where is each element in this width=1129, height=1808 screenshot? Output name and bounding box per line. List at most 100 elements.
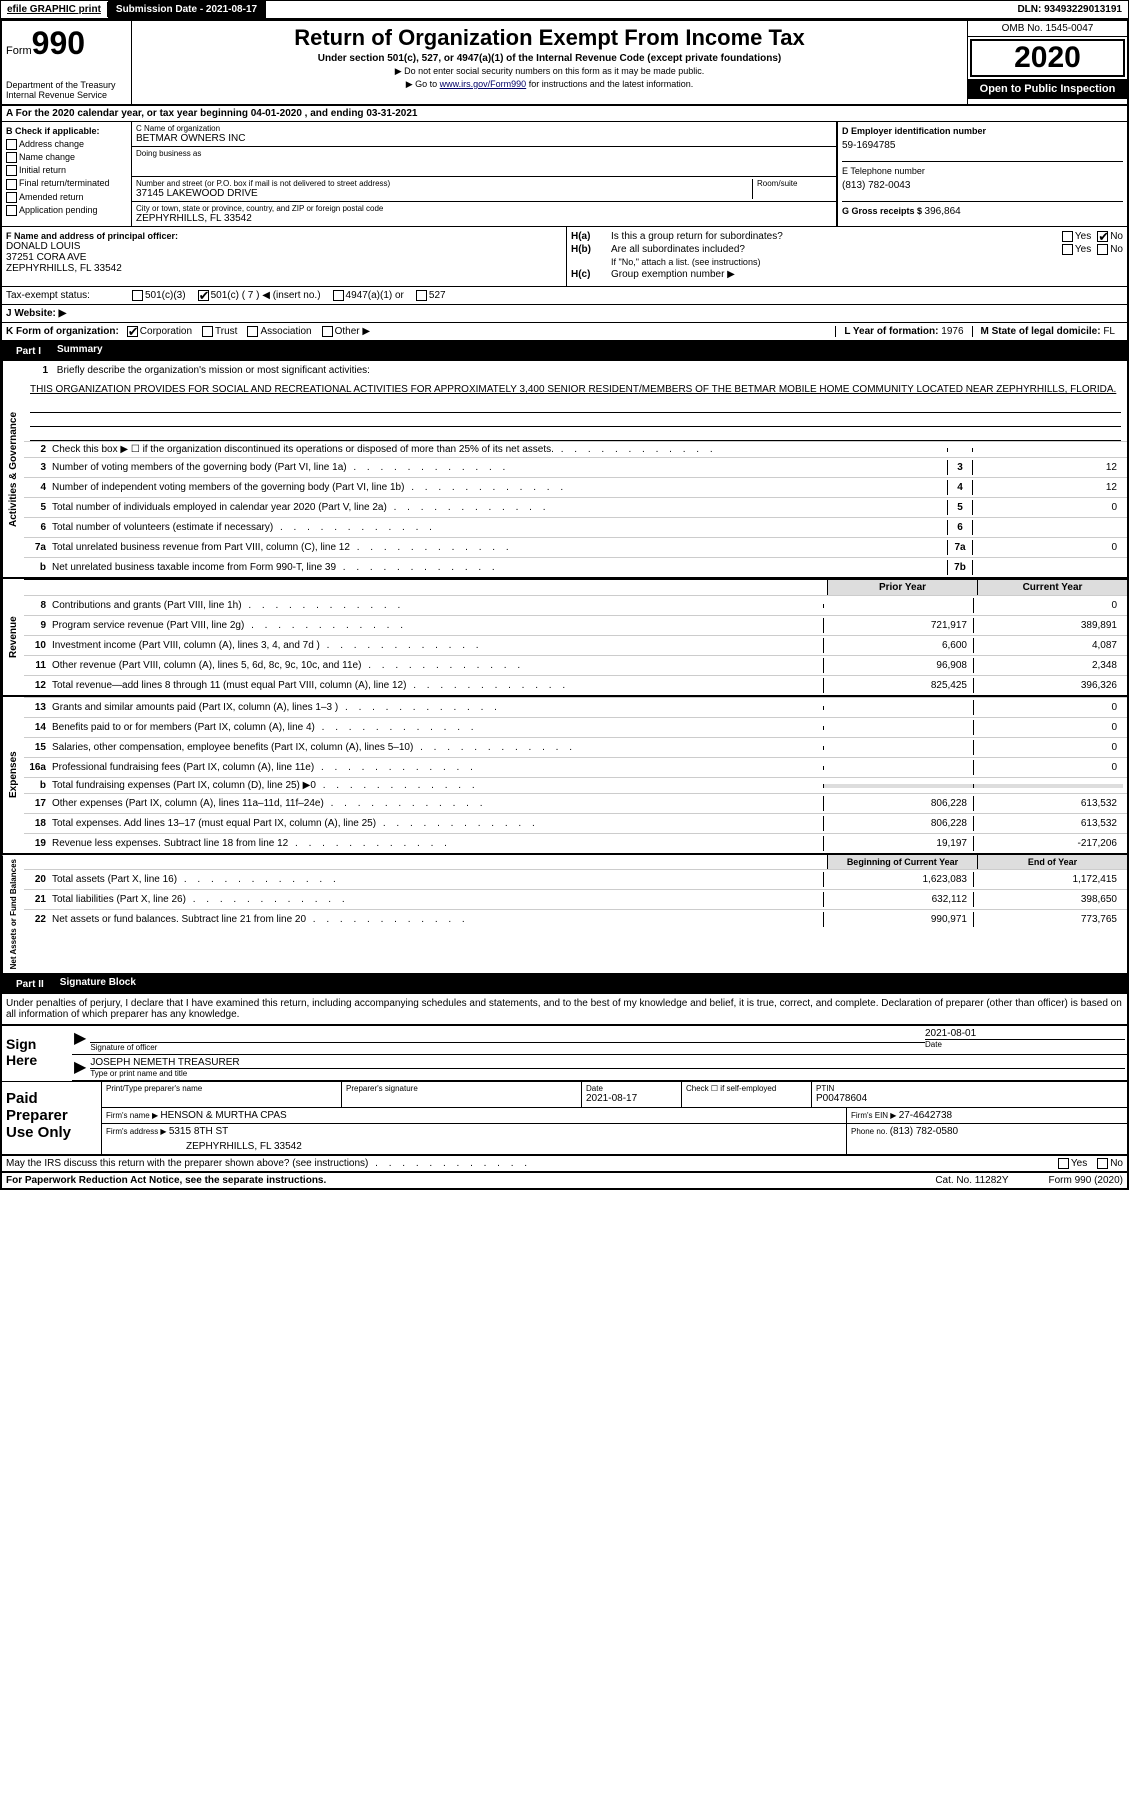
efile-link[interactable]: efile GRAPHIC print bbox=[1, 2, 108, 17]
sign-here-section: Sign Here ▶ Signature of officer 2021-08… bbox=[2, 1024, 1127, 1081]
prep-date: 2021-08-17 bbox=[586, 1093, 677, 1104]
ha-yes[interactable] bbox=[1062, 231, 1073, 242]
line-9: 9Program service revenue (Part VIII, lin… bbox=[24, 615, 1127, 635]
section-d: D Employer identification number 59-1694… bbox=[837, 122, 1127, 226]
section-f: F Name and address of principal officer:… bbox=[2, 227, 567, 286]
form-title: Return of Organization Exempt From Incom… bbox=[136, 25, 963, 51]
line-17: 17Other expenses (Part IX, column (A), l… bbox=[24, 793, 1127, 813]
vert-revenue: Revenue bbox=[2, 579, 24, 695]
line-19: 19Revenue less expenses. Subtract line 1… bbox=[24, 833, 1127, 853]
line-2: 2Check this box ▶ ☐ if the organization … bbox=[24, 441, 1127, 457]
section-c: C Name of organization BETMAR OWNERS INC… bbox=[132, 122, 1127, 226]
irs-link[interactable]: www.irs.gov/Form990 bbox=[440, 79, 527, 89]
line-16a: 16aProfessional fundraising fees (Part I… bbox=[24, 757, 1127, 777]
current-year-header: Current Year bbox=[977, 580, 1127, 595]
signature-field: Signature of officer bbox=[90, 1028, 925, 1052]
irs-label: Internal Revenue Service bbox=[6, 90, 127, 100]
sign-here-label: Sign Here bbox=[2, 1026, 72, 1081]
part1-header: Part I Summary bbox=[2, 342, 1127, 361]
line-4: 4Number of independent voting members of… bbox=[24, 477, 1127, 497]
line-20: 20Total assets (Part X, line 16)1,623,08… bbox=[24, 869, 1127, 889]
row-k: K Form of organization: Corporation Trus… bbox=[2, 323, 1127, 342]
cb-other[interactable] bbox=[322, 326, 333, 337]
year-formation: L Year of formation: 1976 bbox=[835, 326, 971, 337]
cb-initial-return[interactable]: Initial return bbox=[6, 165, 127, 176]
org-city: ZEPHYRHILLS, FL 33542 bbox=[136, 213, 832, 224]
dba-row: Doing business as bbox=[132, 147, 836, 177]
cb-trust[interactable] bbox=[202, 326, 213, 337]
arrow-icon: ▶ bbox=[74, 1057, 86, 1078]
public-inspection: Open to Public Inspection bbox=[968, 79, 1127, 99]
section-bc: B Check if applicable: Address change Na… bbox=[2, 122, 1127, 227]
discuss-row: May the IRS discuss this return with the… bbox=[2, 1156, 1127, 1173]
line-14: 14Benefits paid to or for members (Part … bbox=[24, 717, 1127, 737]
line-8: 8Contributions and grants (Part VIII, li… bbox=[24, 595, 1127, 615]
org-address: 37145 LAKEWOOD DRIVE bbox=[136, 188, 752, 199]
cb-4947[interactable] bbox=[333, 290, 344, 301]
footer: For Paperwork Reduction Act Notice, see … bbox=[2, 1173, 1127, 1188]
row-a-tax-year: A For the 2020 calendar year, or tax yea… bbox=[2, 106, 1127, 122]
instr-1: ▶ Do not enter social security numbers o… bbox=[136, 66, 963, 77]
part1-body: Activities & Governance 1 Briefly descri… bbox=[2, 361, 1127, 579]
dept-treasury: Department of the Treasury bbox=[6, 80, 127, 90]
submission-date-cell: Submission Date - 2021-08-17 bbox=[108, 1, 266, 18]
address-row: Number and street (or P.O. box if mail i… bbox=[132, 177, 836, 202]
org-name: BETMAR OWNERS INC bbox=[136, 133, 832, 144]
cb-501c3[interactable] bbox=[132, 290, 143, 301]
tax-year: 2020 bbox=[970, 39, 1125, 77]
discuss-no[interactable] bbox=[1097, 1158, 1108, 1169]
form-header: Form990 Department of the Treasury Inter… bbox=[2, 21, 1127, 106]
line-1: 1 Briefly describe the organization's mi… bbox=[24, 361, 1127, 380]
vert-netassets: Net Assets or Fund Balances bbox=[2, 855, 24, 973]
cb-application-pending[interactable]: Application pending bbox=[6, 205, 127, 216]
part2-header: Part II Signature Block bbox=[2, 975, 1127, 994]
section-b: B Check if applicable: Address change Na… bbox=[2, 122, 132, 226]
line-15: 15Salaries, other compensation, employee… bbox=[24, 737, 1127, 757]
header-mid: Return of Organization Exempt From Incom… bbox=[132, 21, 967, 104]
cb-association[interactable] bbox=[247, 326, 258, 337]
paid-preparer-label: Paid Preparer Use Only bbox=[2, 1082, 102, 1154]
line-11: 11Other revenue (Part VIII, column (A), … bbox=[24, 655, 1127, 675]
begin-year-header: Beginning of Current Year bbox=[827, 855, 977, 869]
hb-no[interactable] bbox=[1097, 244, 1108, 255]
prior-year-header: Prior Year bbox=[827, 580, 977, 595]
cb-amended[interactable]: Amended return bbox=[6, 192, 127, 203]
line-13: 13Grants and similar amounts paid (Part … bbox=[24, 697, 1127, 717]
line-3: 3Number of voting members of the governi… bbox=[24, 457, 1127, 477]
cb-corporation[interactable] bbox=[127, 326, 138, 337]
ein-value: 59-1694785 bbox=[842, 140, 1123, 151]
discuss-yes[interactable] bbox=[1058, 1158, 1069, 1169]
line-6: 6Total number of volunteers (estimate if… bbox=[24, 517, 1127, 537]
line-22: 22Net assets or fund balances. Subtract … bbox=[24, 909, 1127, 929]
instr-2: ▶ Go to www.irs.gov/Form990 for instruct… bbox=[136, 79, 963, 90]
firm-name: HENSON & MURTHA CPAS bbox=[160, 1110, 286, 1121]
line-7a: 7aTotal unrelated business revenue from … bbox=[24, 537, 1127, 557]
cb-name-change[interactable]: Name change bbox=[6, 152, 127, 163]
end-year-header: End of Year bbox=[977, 855, 1127, 869]
dln-cell: DLN: 93493229013191 bbox=[1011, 2, 1128, 17]
mission-text: THIS ORGANIZATION PROVIDES FOR SOCIAL AN… bbox=[24, 380, 1127, 399]
state-domicile: M State of legal domicile: FL bbox=[972, 326, 1123, 337]
line-10: 10Investment income (Part VIII, column (… bbox=[24, 635, 1127, 655]
cb-address-change[interactable]: Address change bbox=[6, 139, 127, 150]
city-row: City or town, state or province, country… bbox=[132, 202, 836, 226]
sign-date: 2021-08-01 bbox=[925, 1028, 1125, 1039]
omb-number: OMB No. 1545-0047 bbox=[968, 21, 1127, 37]
header-right: OMB No. 1545-0047 2020 Open to Public In… bbox=[967, 21, 1127, 104]
cb-527[interactable] bbox=[416, 290, 427, 301]
cb-final-return[interactable]: Final return/terminated bbox=[6, 178, 127, 189]
cat-no: Cat. No. 11282Y bbox=[935, 1175, 1008, 1186]
officer-name: DONALD LOUIS bbox=[6, 241, 562, 252]
header-left: Form990 Department of the Treasury Inter… bbox=[2, 21, 132, 104]
line-b: bTotal fundraising expenses (Part IX, co… bbox=[24, 777, 1127, 793]
cb-501c[interactable] bbox=[198, 290, 209, 301]
officer-name-title: JOSEPH NEMETH TREASURER bbox=[90, 1057, 1125, 1068]
form-990-container: Form990 Department of the Treasury Inter… bbox=[0, 19, 1129, 1190]
ptin: P00478604 bbox=[816, 1093, 1123, 1104]
ha-no[interactable] bbox=[1097, 231, 1108, 242]
vert-activities: Activities & Governance bbox=[2, 361, 24, 577]
revenue-section: Revenue Prior Year Current Year 8Contrib… bbox=[2, 579, 1127, 697]
firm-phone: (813) 782-0580 bbox=[890, 1126, 958, 1137]
hb-yes[interactable] bbox=[1062, 244, 1073, 255]
line-12: 12Total revenue—add lines 8 through 11 (… bbox=[24, 675, 1127, 695]
